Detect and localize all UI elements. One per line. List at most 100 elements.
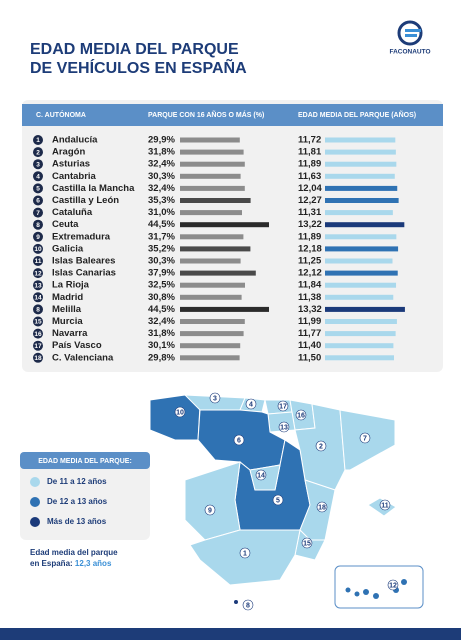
region-name: Asturias <box>52 159 90 170</box>
map-badge <box>379 499 391 511</box>
row-number: 7 <box>36 210 40 217</box>
share-label: 37,9% <box>148 268 175 279</box>
share-bar <box>180 222 269 228</box>
table-rows: 1 Andalucía 29,9% 11,72 2 Aragón 31,8% 11,81 3 As… <box>33 135 405 363</box>
share-label: 31,0% <box>148 207 175 218</box>
map-badge <box>245 398 257 410</box>
region <box>234 600 238 604</box>
row-number: 1 <box>36 137 40 144</box>
share-bar <box>180 185 245 191</box>
region-name: Ceuta <box>52 219 79 230</box>
map-badge <box>387 579 399 591</box>
map-badge <box>316 501 328 513</box>
map-badge <box>359 432 371 444</box>
age-bar <box>325 343 394 349</box>
table-header <box>22 104 443 126</box>
map-badge <box>204 504 216 516</box>
logo-mark <box>405 34 417 37</box>
share-bar <box>180 294 242 300</box>
row-number: 2 <box>36 149 40 156</box>
share-bar <box>180 149 244 155</box>
logo-text: FACONAUTO <box>389 49 430 56</box>
share-label: 31,8% <box>148 147 175 158</box>
map-badge <box>174 406 186 418</box>
row-badge <box>33 280 43 291</box>
age-label: 11,40 <box>298 340 321 351</box>
legend-item: Más de 13 años <box>47 517 107 526</box>
age-bar <box>325 210 393 216</box>
region-name: Cantabria <box>52 171 97 182</box>
age-bar <box>325 149 396 155</box>
map-label: 8 <box>246 602 250 609</box>
region-name: La Rioja <box>52 280 90 291</box>
age-label: 11,89 <box>298 231 321 242</box>
share-label: 32,4% <box>148 183 175 194</box>
age-label: 11,84 <box>298 280 322 291</box>
age-bar <box>325 185 398 191</box>
share-label: 30,3% <box>148 256 175 267</box>
map-label: 13 <box>280 424 288 431</box>
share-bar <box>180 173 241 179</box>
share-label: 32,4% <box>148 159 175 170</box>
map-label: 17 <box>279 403 287 410</box>
logo-mark <box>397 20 423 46</box>
age-label: 11,25 <box>298 256 322 267</box>
age-label: 11,50 <box>298 352 321 363</box>
row-badge <box>33 135 43 145</box>
age-bar <box>325 306 405 312</box>
region-name: C. Valenciana <box>52 352 114 363</box>
share-bar <box>180 343 241 349</box>
row-badge <box>33 328 43 339</box>
inset-frame <box>334 565 424 609</box>
share-bar <box>180 234 244 240</box>
map-badge <box>272 494 284 506</box>
share-bar <box>180 306 269 312</box>
row-number: 10 <box>34 246 42 253</box>
map-label: 1 <box>243 550 247 557</box>
age-bar <box>325 161 397 167</box>
age-label: 11,81 <box>298 147 322 158</box>
share-label: 31,8% <box>148 328 175 339</box>
age-label: 13,22 <box>298 219 322 230</box>
share-bar <box>180 137 240 143</box>
row-badge <box>33 183 43 194</box>
age-label: 11,31 <box>298 207 322 218</box>
row-number: 6 <box>36 198 40 205</box>
column-header: PARQUE CON 16 AÑOS O MÁS (%) <box>148 110 264 119</box>
age-bar <box>325 222 405 228</box>
share-bar <box>180 246 251 252</box>
age-bar <box>325 282 397 288</box>
map-badge <box>233 434 245 446</box>
row-badge <box>33 171 43 182</box>
share-label: 35,3% <box>148 195 175 206</box>
share-bar <box>180 161 245 167</box>
row-badge <box>33 243 43 254</box>
row-number: 17 <box>34 343 42 350</box>
region-name: Aragón <box>52 147 85 158</box>
share-bar <box>180 319 245 324</box>
age-bar <box>325 173 395 179</box>
age-bar <box>325 355 394 361</box>
map-badge <box>278 421 290 433</box>
map-label: 5 <box>276 497 280 504</box>
age-label: 11,63 <box>298 171 321 182</box>
row-badge <box>33 219 43 230</box>
share-bar <box>180 331 244 337</box>
map-label: 15 <box>303 540 311 547</box>
map-label: 4 <box>249 401 253 408</box>
age-label: 11,99 <box>298 316 321 327</box>
legend-swatch <box>30 517 40 527</box>
age-bar <box>325 270 398 276</box>
summary-text: en España: 12,3 años <box>30 559 112 568</box>
region-name: Castilla y León <box>52 195 119 206</box>
row-badge <box>33 207 43 218</box>
row-number: 9 <box>36 234 40 241</box>
age-bar <box>325 246 399 252</box>
row-number: 15 <box>34 319 42 326</box>
map-label: 10 <box>176 409 184 416</box>
row-badge <box>33 304 43 315</box>
share-bar <box>180 210 242 216</box>
map-label: 12 <box>389 582 397 589</box>
